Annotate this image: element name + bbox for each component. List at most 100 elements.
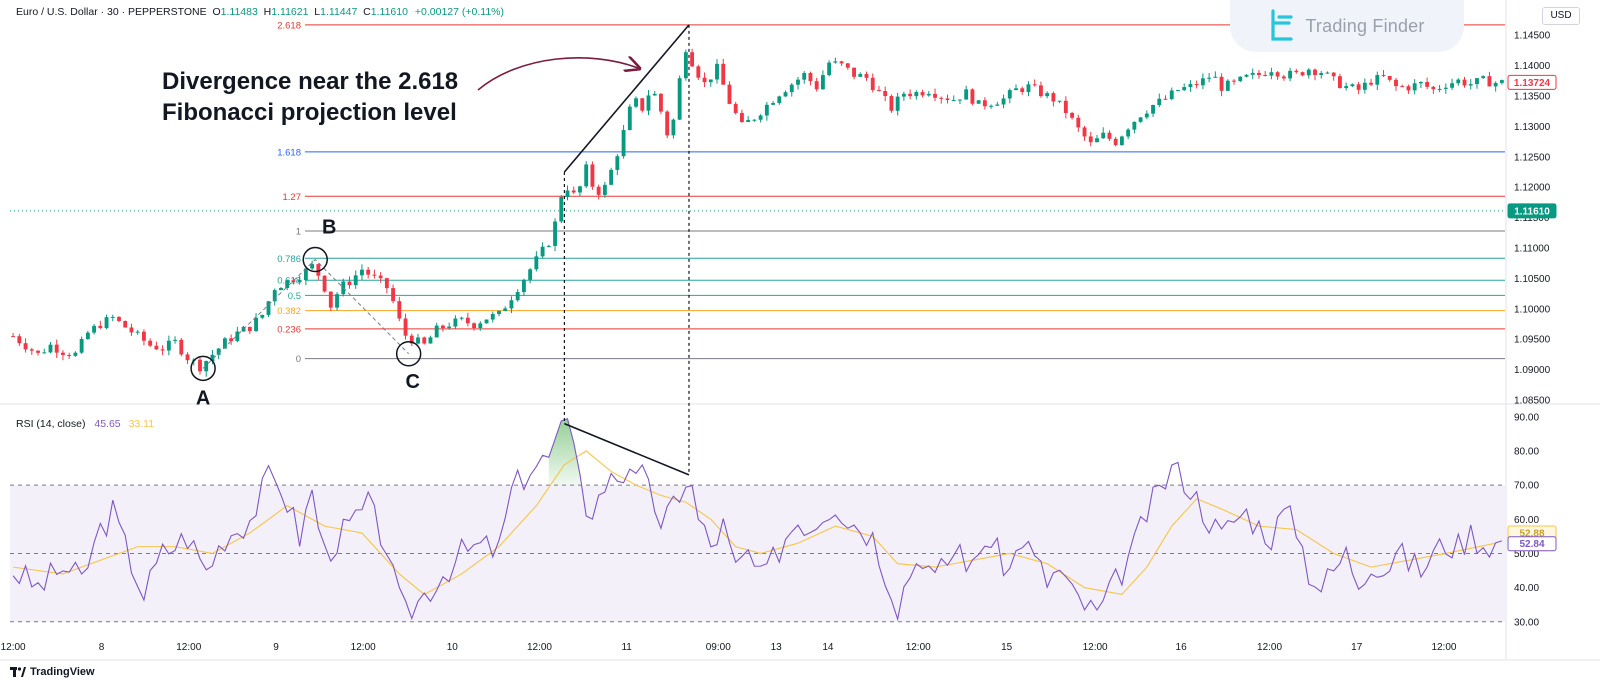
candle-body [291,280,296,283]
candle-body [1437,88,1442,90]
candle-body [266,301,271,315]
candle-body [708,79,713,83]
annotation-line-2: Fibonacci projection level [162,99,457,126]
candle-body [590,164,595,187]
time-tick-label: 10 [447,642,459,653]
price-divergence-line [563,24,690,173]
candle-body [1045,93,1050,97]
candle-body [1344,86,1349,89]
candle-body [727,84,732,104]
candle-body [166,340,171,351]
candle-body [1095,138,1099,143]
candle-body [1269,72,1274,76]
candle-body [204,361,209,372]
candle-body [634,98,638,107]
candle-body [1475,78,1479,85]
candle-body [29,349,34,351]
candle-body [870,77,875,91]
current-price-label: 1.11610 [1514,206,1550,217]
rsi-tick-label: 60.00 [1514,515,1539,526]
candle-body [1294,70,1299,73]
candle-body [322,275,327,292]
candle-body [1275,72,1280,77]
candle-body [677,78,682,120]
trading-finder-watermark: Trading Finder [1230,0,1464,52]
tradingview-label[interactable]: TradingView [30,666,95,678]
candle-body [584,164,589,187]
fib-label: 2.618 [277,20,301,31]
candle-body [104,317,109,329]
candle-body [1014,88,1018,91]
candle-body [1232,80,1236,82]
candle-body [353,275,358,286]
candle-body [1468,84,1473,86]
candle-body [428,337,433,344]
rsi-price-label: 52.84 [1519,539,1544,550]
candle-body [254,317,258,332]
time-tick-label: 16 [1176,642,1188,653]
candle-body [1132,121,1137,130]
rsi-title[interactable]: RSI (14, close) [16,418,86,430]
time-tick-label: 12:00 [527,642,552,653]
candle-body [559,196,564,222]
candle-body [964,89,969,100]
price-tick-label: 1.11500 [1514,213,1550,224]
tradingview-brand[interactable]: TradingView [10,666,95,678]
candle-body [515,292,520,301]
watermark-text: Trading Finder [1305,15,1425,36]
candle-body [939,97,944,99]
candle-body [615,156,620,170]
time-tick-label: 12:00 [1,642,26,653]
candle-body [1119,136,1124,146]
candle-body [621,129,626,157]
candle-body [883,90,888,97]
candle-body [1456,79,1461,84]
candle-body [23,343,28,350]
fib-label: 0.236 [277,324,301,335]
annotation-line-1: Divergence near the 2.618 [162,68,459,95]
candle-body [970,89,975,104]
symbol-name[interactable]: Euro / U.S. Dollar · 30 · PEPPERSTONE [16,6,207,18]
candle-body [808,73,813,82]
candle-body [478,323,483,329]
trading-finder-logo-icon [1269,9,1295,43]
candle-body [1020,88,1025,92]
candle-body [578,186,582,193]
candle-body [422,337,427,344]
candle-body [1032,84,1037,86]
candle-body [1101,132,1106,139]
candle-body [1350,84,1355,87]
close-label: C [363,6,371,18]
candle-body [1182,87,1187,91]
candle-body [901,93,906,97]
rsi-line [12,418,1503,622]
candle-body [889,96,894,111]
candle-body [777,96,782,104]
fib-label: 1 [296,226,301,237]
candle-body [160,349,165,351]
symbol-header[interactable]: Euro / U.S. Dollar · 30 · PEPPERSTONE O1… [16,6,504,18]
candle-body [73,352,78,356]
last-price-label-box [1507,74,1557,90]
time-tick-label: 12:00 [176,642,201,653]
tradingview-logo-icon [10,667,26,677]
rsi-pane[interactable] [10,418,1505,623]
rsi-header[interactable]: RSI (14, close) 45.65 33.11 [16,418,154,430]
candle-body [1431,86,1436,90]
time-tick-label: 12:00 [906,642,931,653]
candle-body [671,119,676,136]
candle-body [1070,112,1075,118]
candle-body [1412,83,1417,91]
currency-button[interactable]: USD [1542,7,1580,25]
point-a-circle [190,355,216,382]
candle-body [1076,117,1081,128]
candle-body [179,339,184,355]
candle-body [665,111,670,136]
candle-body [173,339,178,341]
candle-body [1362,82,1367,90]
candle-body [229,338,234,342]
candle-body [758,115,763,120]
candle-body [1113,138,1118,146]
